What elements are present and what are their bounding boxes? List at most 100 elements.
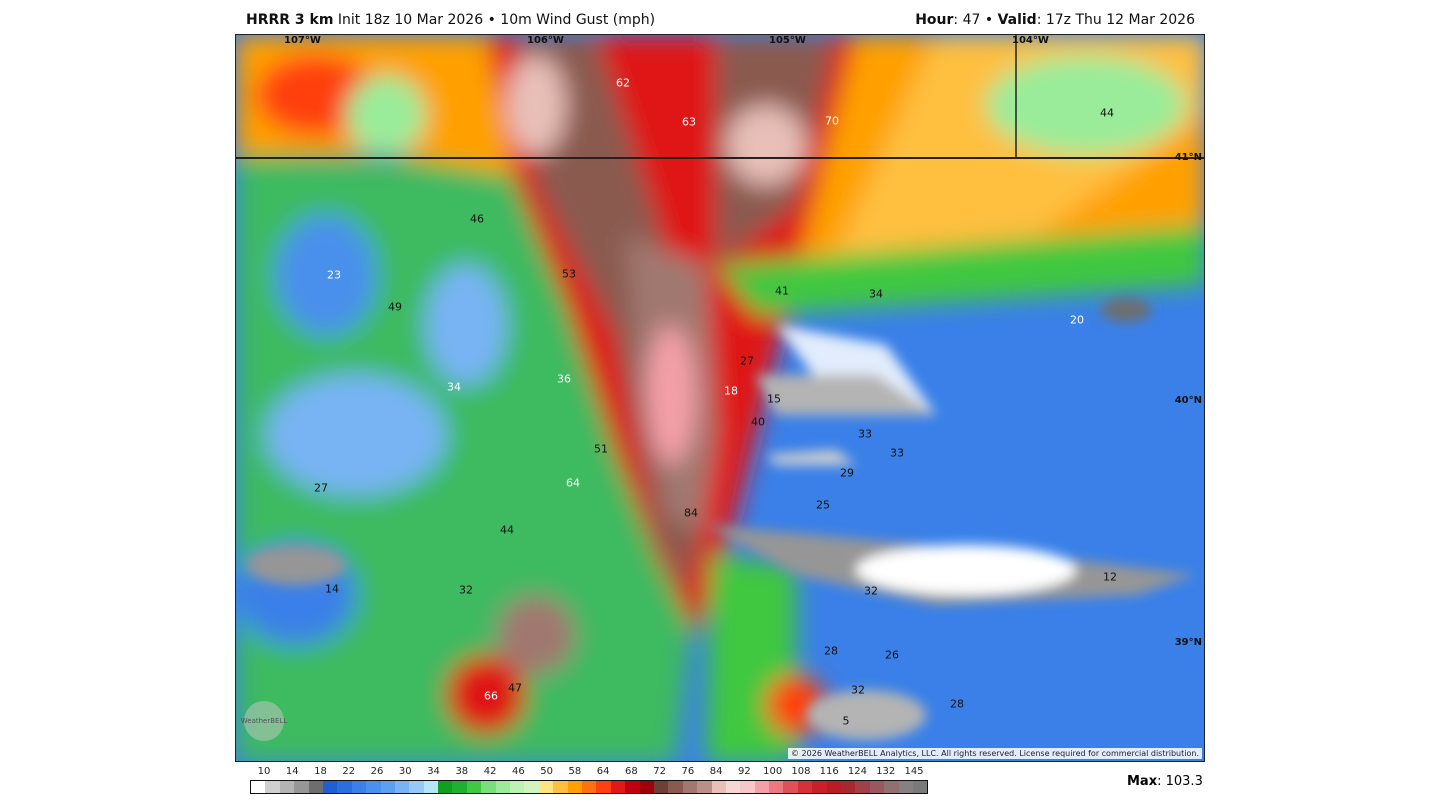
colorbar-swatch	[466, 781, 482, 793]
gust-value-label: 40	[751, 415, 765, 429]
lon-label: 106°W	[527, 35, 564, 46]
lon-label: 104°W	[1012, 35, 1049, 46]
colorbar-swatch	[855, 781, 870, 793]
colorbar-labels: 10 14 18 22 26 30 34 38 42 46 50 58 64 68 72 76 84 92 100 1…	[250, 766, 928, 778]
colorbar-swatch	[481, 781, 496, 793]
separator: •	[487, 12, 496, 28]
init-time: Init 18z 10 Mar 2026	[337, 12, 484, 28]
map-title: HRRR 3 km Init 18z 10 Mar 2026 • 10m Win…	[246, 12, 655, 28]
colorbar-label: 38	[455, 766, 469, 777]
colorbar-swatch	[322, 781, 338, 793]
colorbar-label: 58	[568, 766, 582, 777]
colorbar-label: 46	[511, 766, 525, 777]
colorbar-label: 26	[370, 766, 384, 777]
gust-value-label: 25	[816, 498, 830, 512]
colorbar-swatch	[697, 781, 712, 793]
colorbar-swatch	[394, 781, 410, 793]
weatherbell-logo: WeatherBELL	[241, 701, 287, 741]
gust-value-label: 63	[682, 115, 696, 129]
colorbar-swatch	[869, 781, 885, 793]
gust-value-label: 46	[470, 212, 484, 226]
colorbar-swatch	[783, 781, 798, 793]
gust-value-label: 14	[325, 582, 339, 596]
gust-value-label: 51	[594, 442, 608, 456]
colorbar-label: 72	[653, 766, 667, 777]
gust-value-label: 84	[684, 506, 698, 520]
lon-label: 107°W	[284, 35, 321, 46]
gust-value-label: 66	[484, 689, 498, 703]
colorbar-swatch	[740, 781, 755, 793]
colorbar-label: 124	[847, 766, 868, 777]
colorbar-label: 145	[904, 766, 924, 777]
gust-value-label: 41	[775, 284, 789, 298]
valid-label: Valid	[997, 12, 1037, 28]
gust-value-label: 33	[890, 446, 904, 460]
gust-value-label: 18	[724, 384, 738, 398]
wind-gust-map: 107°W 106°W 105°W 104°W 41°N 40°N 39°N 6…	[235, 34, 1205, 762]
colorbar-swatch	[725, 781, 741, 793]
colorbar-swatch	[495, 781, 511, 793]
colorbar-swatch	[567, 781, 582, 793]
colorbar-swatch	[265, 781, 280, 793]
gust-value-label: 12	[1103, 570, 1117, 584]
model-name: HRRR 3 km	[246, 12, 334, 28]
colorbar-swatch	[668, 781, 683, 793]
colorbar-swatch	[625, 781, 640, 793]
colorbar-swatch	[596, 781, 611, 793]
gust-value-label: 44	[1100, 106, 1114, 120]
colorbar-label: 22	[342, 766, 356, 777]
colorbar-label: 34	[427, 766, 440, 777]
gust-value-label: 15	[767, 392, 781, 406]
max-value: Max: 103.3	[1127, 774, 1203, 789]
colorbar-swatch	[553, 781, 568, 793]
lat-label: 39°N	[1174, 637, 1202, 648]
colorbar	[250, 780, 928, 794]
colorbar-swatch	[841, 781, 856, 793]
gust-value-label: 26	[885, 648, 899, 662]
colorbar-swatch	[653, 781, 669, 793]
colorbar-label: 100	[763, 766, 783, 777]
lat-label: 40°N	[1174, 395, 1202, 406]
gust-value-label: 32	[459, 583, 473, 597]
gust-value-label: 32	[864, 584, 878, 598]
colorbar-label: 14	[285, 766, 299, 777]
separator: •	[984, 12, 994, 28]
gust-value-label: 47	[508, 681, 522, 695]
colorbar-label: 18	[314, 766, 327, 777]
colorbar-label: 76	[681, 766, 695, 777]
lon-label: 105°W	[769, 35, 806, 46]
gust-value-label: 28	[950, 697, 964, 711]
gust-value-label: 23	[327, 268, 341, 282]
colorbar-swatch	[423, 781, 439, 793]
colorbar-swatch	[510, 781, 525, 793]
colorbar-swatch	[251, 781, 266, 793]
colorbar-swatch	[581, 781, 597, 793]
gust-value-label: 29	[840, 466, 854, 480]
valid-value: : 17z Thu 12 Mar 2026	[1036, 12, 1195, 28]
colorbar-swatch	[826, 781, 842, 793]
colorbar-swatch	[438, 781, 453, 793]
gust-value-label: 34	[447, 380, 461, 394]
gust-value-label: 5	[842, 714, 850, 728]
colorbar-swatch	[380, 781, 395, 793]
gust-value-label: 33	[858, 427, 872, 441]
colorbar-label: 132	[876, 766, 896, 777]
gust-value-label: 32	[851, 683, 865, 697]
gust-value-label: 64	[566, 476, 580, 490]
gust-value-label: 20	[1070, 313, 1084, 327]
colorbar-swatch	[351, 781, 367, 793]
colorbar-swatch	[610, 781, 626, 793]
colorbar-label: 92	[738, 766, 751, 777]
colorbar-swatch	[797, 781, 813, 793]
valid-info: Hour: 47 • Valid: 17z Thu 12 Mar 2026	[915, 12, 1195, 28]
colorbar-swatch	[279, 781, 295, 793]
colorbar-swatch	[912, 781, 928, 793]
max-label: Max	[1127, 774, 1158, 789]
colorbar-swatch	[308, 781, 323, 793]
colorbar-swatch	[524, 781, 539, 793]
colorbar-swatch	[711, 781, 726, 793]
gust-value-label: 28	[824, 644, 838, 658]
colorbar-swatch	[884, 781, 899, 793]
colorbar-swatch	[294, 781, 309, 793]
gust-value-label: 44	[500, 523, 514, 537]
